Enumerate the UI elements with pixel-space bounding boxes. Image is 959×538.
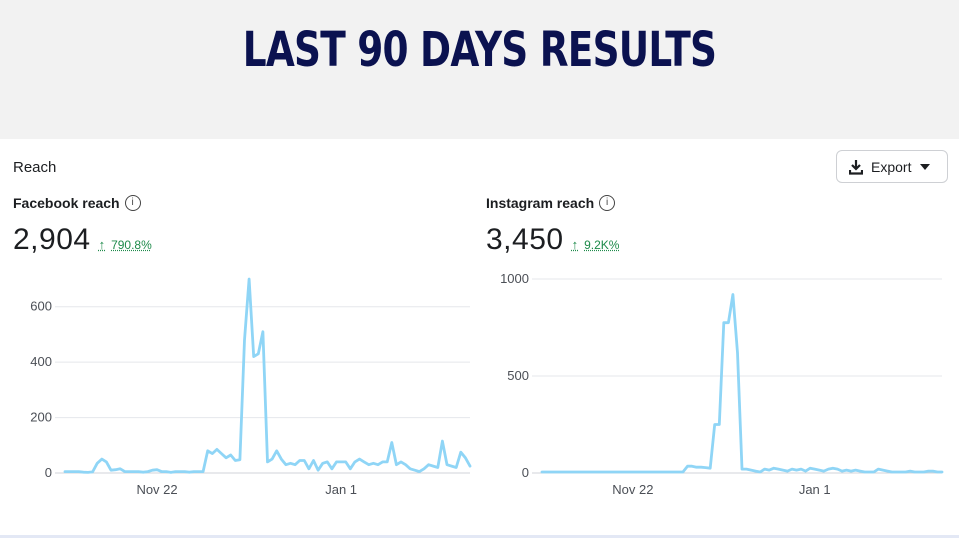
instagram-reach-change[interactable]: ↑ 9.2K% [572,237,620,252]
facebook-reach-metric: Facebook reach i 2,904 ↑ 790.8% [13,195,152,257]
reach-series-line [540,293,944,474]
facebook-reach-change-value: 790.8% [111,238,152,252]
facebook-reach-value: 2,904 [13,223,91,256]
x-tick-label: Jan 1 [325,482,357,497]
instagram-reach-value: 3,450 [486,223,564,256]
export-button-label: Export [871,158,912,175]
reach-panel: Reach Export Facebook reach i 2,904 ↑ 79… [0,139,959,538]
caret-down-icon [920,163,931,170]
download-icon [849,159,863,175]
instagram-reach-metric: Instagram reach i 3,450 ↑ 9.2K% [486,195,619,257]
facebook-reach-change[interactable]: ↑ 790.8% [99,237,152,252]
y-tick-label: 0 [522,465,529,480]
instagram-reach-chart: 0 500 1000 Nov 22 Jan 1 [500,271,944,497]
divider [0,535,959,538]
y-tick-label: 0 [45,465,52,480]
y-tick-label: 1000 [500,271,529,286]
arrow-up-icon: ↑ [571,237,579,252]
x-tick-label: Nov 22 [136,482,177,497]
y-tick-label: 600 [30,299,52,314]
banner: LAST 90 DAYS RESULTS [0,0,959,138]
arrow-up-icon: ↑ [98,237,106,252]
section-title: Reach [13,159,57,176]
facebook-reach-chart: 0 200 400 600 Nov 22 Jan 1 [30,277,472,497]
instagram-reach-change-value: 9.2K% [584,238,620,252]
reach-series-line [63,277,472,474]
export-button[interactable]: Export [836,150,948,183]
banner-title: LAST 90 DAYS RESULTS [242,22,717,78]
facebook-reach-title: Facebook reach [13,195,120,211]
info-icon[interactable]: i [124,195,141,211]
y-tick-label: 200 [30,410,52,425]
y-tick-label: 400 [30,354,52,369]
x-tick-label: Nov 22 [612,482,653,497]
instagram-reach-title: Instagram reach [486,195,595,211]
y-tick-label: 500 [507,368,529,383]
info-icon[interactable]: i [599,195,616,211]
x-tick-label: Jan 1 [799,482,831,497]
